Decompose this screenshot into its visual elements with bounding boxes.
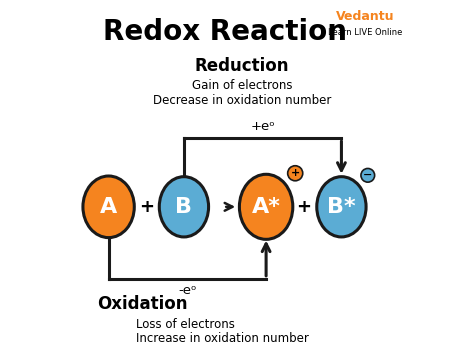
Circle shape [288, 166, 303, 181]
Ellipse shape [239, 174, 293, 239]
Text: Vedantu: Vedantu [336, 10, 395, 23]
Text: −: − [363, 170, 373, 180]
Text: Learn LIVE Online: Learn LIVE Online [328, 28, 402, 37]
Text: +: + [291, 168, 300, 178]
Ellipse shape [317, 177, 366, 237]
Text: +: + [139, 198, 154, 216]
Circle shape [361, 169, 374, 182]
Text: +: + [296, 198, 311, 216]
Text: -eᵒ: -eᵒ [178, 284, 197, 297]
Text: A: A [100, 197, 117, 217]
Ellipse shape [83, 176, 134, 238]
Text: Redox Reaction: Redox Reaction [103, 18, 347, 46]
Text: Reduction: Reduction [195, 57, 290, 75]
Text: Increase in oxidation number: Increase in oxidation number [136, 332, 309, 345]
Text: B*: B* [327, 197, 356, 217]
Text: B: B [175, 197, 192, 217]
Text: Gain of electrons: Gain of electrons [192, 79, 292, 92]
Text: Oxidation: Oxidation [98, 295, 188, 313]
Text: +eᵒ: +eᵒ [250, 120, 275, 133]
Text: Decrease in oxidation number: Decrease in oxidation number [153, 94, 331, 107]
Text: Loss of electrons: Loss of electrons [136, 319, 235, 332]
Text: A*: A* [252, 197, 281, 217]
Ellipse shape [159, 177, 209, 237]
